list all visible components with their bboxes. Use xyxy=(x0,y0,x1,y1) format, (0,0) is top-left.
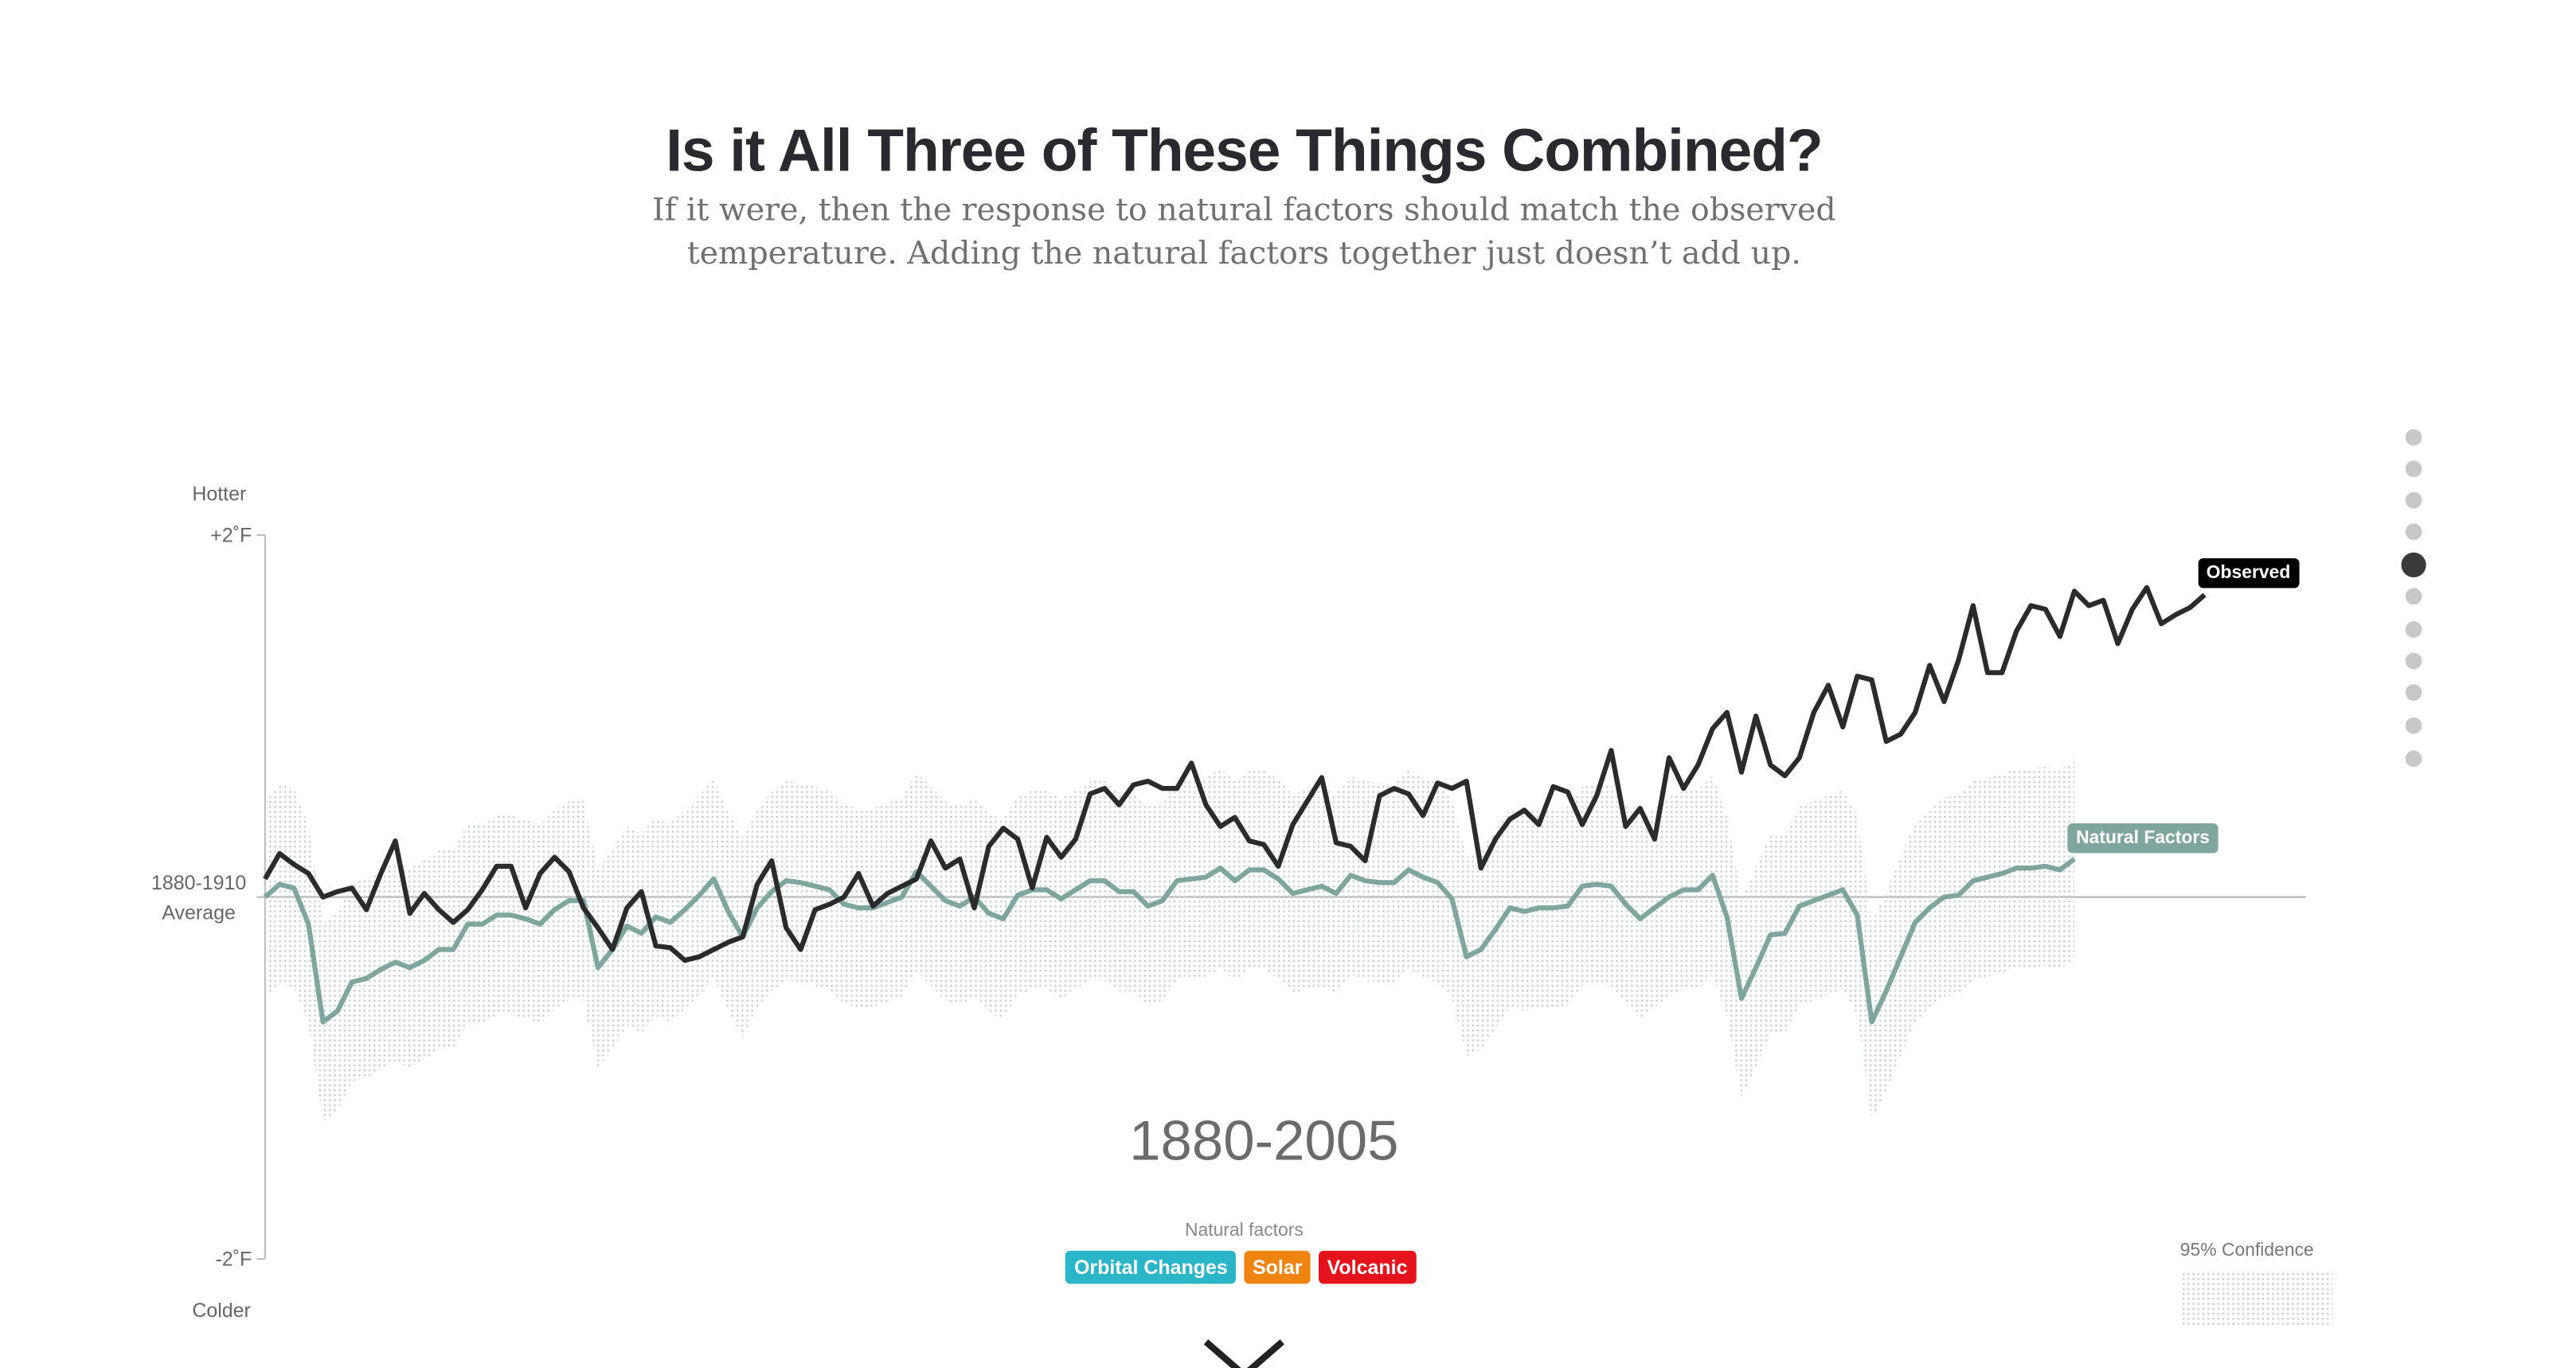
nav-dot[interactable] xyxy=(2405,717,2422,734)
scroll-down-arrow[interactable] xyxy=(1203,1339,1284,1368)
series-label: Observed xyxy=(2198,558,2299,588)
series-line xyxy=(263,584,2207,963)
y-tick-label: +2˚F xyxy=(210,523,252,547)
legend-item[interactable]: Solar xyxy=(1244,1250,1311,1284)
y-top-label: Hotter xyxy=(192,482,247,506)
y-tick-label: -2˚F xyxy=(215,1247,252,1271)
confidence-swatch xyxy=(2179,1270,2333,1326)
y-tick-label: 1880-1910 Average xyxy=(150,870,247,924)
chart-title: Is it All Three of These Things Combined… xyxy=(666,115,1824,184)
legend-item[interactable]: Orbital Changes xyxy=(1065,1250,1237,1284)
series-line xyxy=(263,857,2076,1025)
nav-dot[interactable] xyxy=(2405,750,2422,768)
legend-title: Natural factors xyxy=(1184,1221,1304,1241)
y-bottom-label: Colder xyxy=(192,1299,251,1323)
legend-item[interactable]: Volcanic xyxy=(1319,1250,1416,1284)
nav-dot[interactable] xyxy=(2405,523,2422,541)
confidence-legend-label: 95% Confidence xyxy=(2179,1241,2314,1261)
chart-subtitle: If it were, then the response to natural… xyxy=(652,192,1836,272)
period-label: 1880-2005 xyxy=(1129,1109,1399,1173)
nav-dot[interactable] xyxy=(2405,588,2422,605)
nav-dot[interactable] xyxy=(2405,684,2422,702)
nav-dot[interactable] xyxy=(2405,460,2422,478)
nav-dot[interactable] xyxy=(2405,491,2422,509)
confidence-band xyxy=(264,759,2075,1122)
nav-dot[interactable] xyxy=(2405,428,2422,446)
series-label: Natural Factors xyxy=(2067,823,2218,853)
nav-dot-active[interactable] xyxy=(2401,552,2426,578)
nav-dot[interactable] xyxy=(2405,621,2422,638)
nav-dot[interactable] xyxy=(2405,652,2422,670)
step-navigation xyxy=(2401,428,2426,768)
legend: Orbital Changes Solar Volcanic xyxy=(0,1250,2481,1284)
